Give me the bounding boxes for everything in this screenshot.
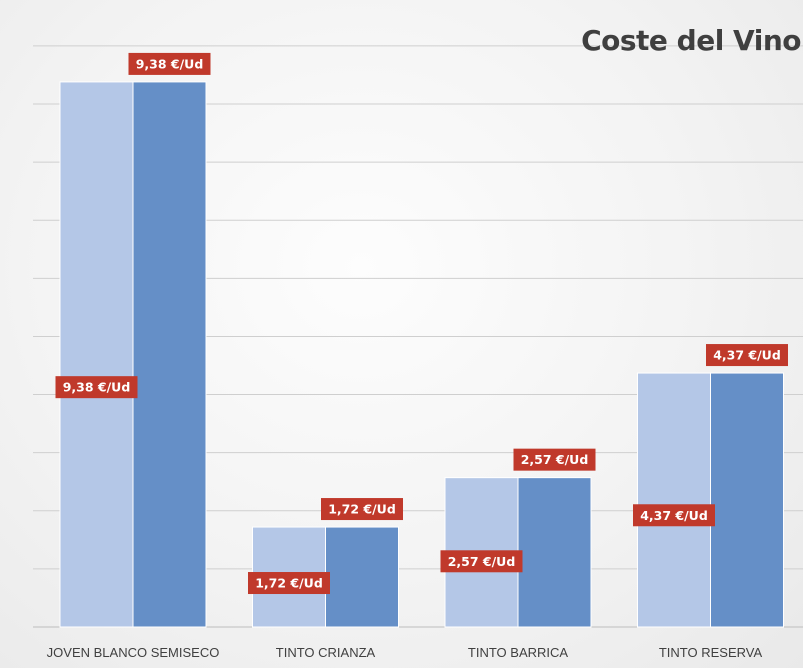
bar-light-3: [637, 372, 711, 628]
data-label-light-3: 4,37 €/Ud: [633, 504, 715, 527]
data-label-dark-3-background: [706, 344, 788, 367]
data-labels: 9,38 €/Ud 9,38 €/Ud 1,72 €/Ud 1,72 €/Ud 2,57…: [55, 52, 788, 595]
bar-dark-3: [710, 372, 784, 628]
x-axis-tick-labels: JOVEN BLANCO SEMISECO TINTO CRIANZA TINTO …: [47, 645, 763, 660]
data-label-light-2-background: [440, 550, 523, 573]
data-label-dark-2-text: 2,57 €/Ud: [521, 452, 589, 467]
data-label-light-0: 9,38 €/Ud: [55, 376, 138, 399]
bars: [59, 81, 784, 628]
data-label-dark-1: 1,72 €/Ud: [321, 498, 403, 521]
data-label-light-3-text: 4,37 €/Ud: [640, 508, 708, 523]
bar-dark-2: [517, 477, 592, 628]
data-label-dark-2: 2,57 €/Ud: [513, 448, 596, 471]
bar-dark-0: [132, 81, 207, 628]
x-tick-label-0: JOVEN BLANCO SEMISECO: [47, 645, 220, 660]
data-label-dark-1-text: 1,72 €/Ud: [328, 502, 396, 517]
bar-dark-1: [325, 526, 399, 628]
data-label-dark-3-text: 4,37 €/Ud: [713, 348, 781, 363]
data-label-dark-3: 4,37 €/Ud: [706, 344, 788, 367]
x-tick-label-1: TINTO CRIANZA: [276, 645, 376, 660]
data-label-dark-0: 9,38 €/Ud: [128, 52, 211, 75]
data-label-light-0-text: 9,38 €/Ud: [63, 380, 131, 395]
data-label-light-1: 1,72 €/Ud: [248, 572, 330, 595]
data-label-light-0-background: [55, 376, 138, 399]
data-label-light-1-background: [248, 572, 330, 595]
data-label-dark-2-background: [513, 448, 596, 471]
data-label-light-1-text: 1,72 €/Ud: [255, 576, 323, 591]
bar-light-0: [59, 81, 134, 628]
x-tick-label-2: TINTO BARRICA: [468, 645, 568, 660]
data-label-dark-0-text: 9,38 €/Ud: [136, 56, 204, 71]
data-label-dark-0-background: [128, 52, 211, 75]
data-label-light-2-text: 2,57 €/Ud: [448, 554, 516, 569]
data-label-light-2: 2,57 €/Ud: [440, 550, 523, 573]
chart-title: Coste del Vino: [581, 24, 801, 57]
data-label-dark-1-background: [321, 498, 403, 521]
x-tick-label-3: TINTO RESERVA: [659, 645, 763, 660]
data-label-light-3-background: [633, 504, 715, 527]
